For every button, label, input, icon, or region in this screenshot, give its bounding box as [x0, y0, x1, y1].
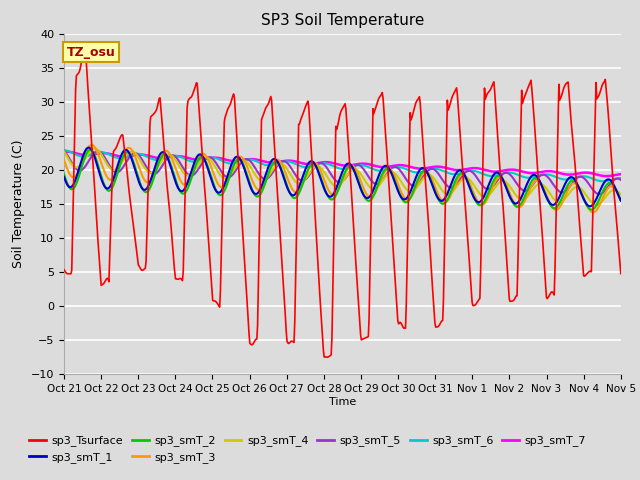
Title: SP3 Soil Temperature: SP3 Soil Temperature [260, 13, 424, 28]
Legend: sp3_Tsurface, sp3_smT_1, sp3_smT_2, sp3_smT_3, sp3_smT_4, sp3_smT_5, sp3_smT_6, : sp3_Tsurface, sp3_smT_1, sp3_smT_2, sp3_… [25, 431, 591, 468]
Y-axis label: Soil Temperature (C): Soil Temperature (C) [12, 140, 26, 268]
X-axis label: Time: Time [329, 397, 356, 407]
Text: TZ_osu: TZ_osu [67, 46, 116, 59]
